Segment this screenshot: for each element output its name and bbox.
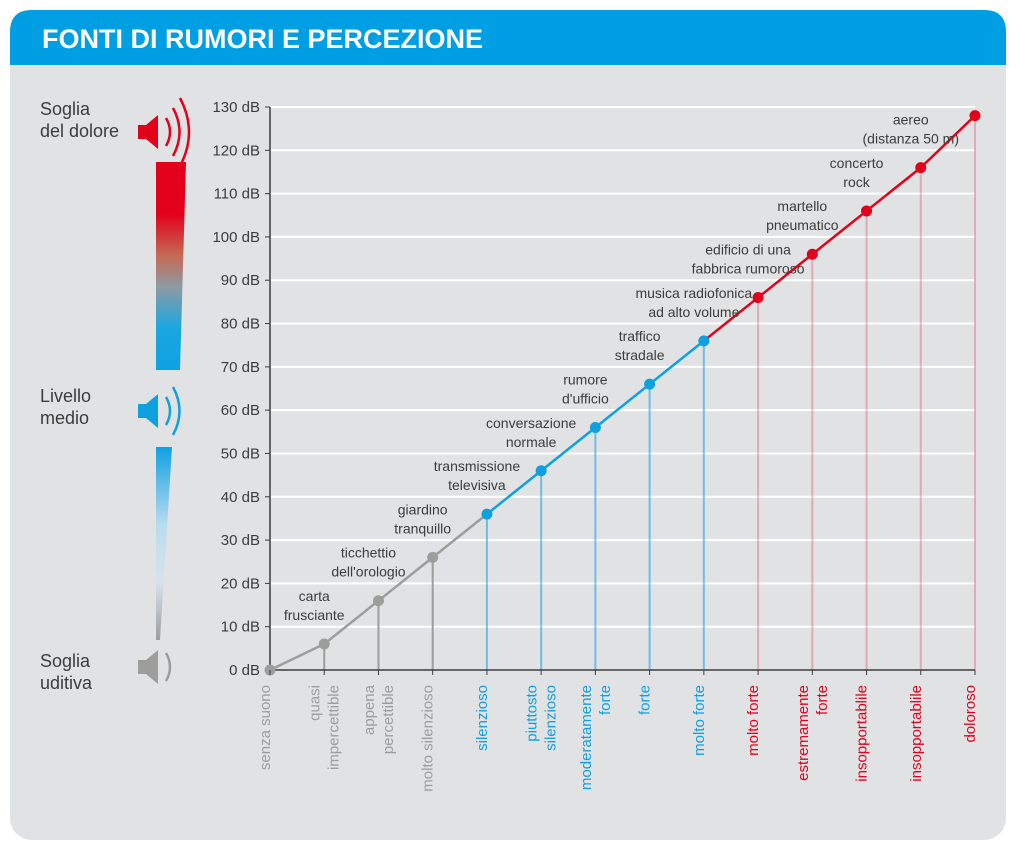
y-tick-label: 40 dB <box>221 489 260 506</box>
line-segment <box>377 556 434 602</box>
y-tick-label: 60 dB <box>221 402 260 419</box>
line-segment <box>269 642 325 672</box>
line-segment <box>594 383 651 429</box>
y-tick-label: 10 dB <box>221 619 260 636</box>
y-tick-label: 50 dB <box>221 445 260 462</box>
x-tick-label: moderatamente forte <box>578 685 614 790</box>
x-tick-label: insopportablile <box>908 685 925 782</box>
annotation: carta frusciante <box>284 588 345 623</box>
line-segment <box>540 426 597 472</box>
annotation: giardino tranquillo <box>394 501 451 536</box>
y-tick-label: 30 dB <box>221 532 260 549</box>
side-label: Soglia del dolore <box>40 99 119 141</box>
annotation: martello pneumatico <box>766 198 839 233</box>
side-label: Livello medio <box>40 386 91 428</box>
x-tick-label: silenzioso <box>474 685 491 751</box>
data-point <box>427 551 439 563</box>
chart-title: FONTI DI RUMORI E PERCEZIONE <box>42 24 483 54</box>
y-tick-label: 20 dB <box>221 575 260 592</box>
annotation: aereo (distanza 50 m) <box>863 112 959 147</box>
header-bar <box>10 10 1006 65</box>
x-tick-label: molto forte <box>691 685 708 756</box>
annotation: conversazione normale <box>486 415 576 450</box>
line-segment <box>648 339 705 386</box>
data-point <box>752 292 764 304</box>
x-tick-label: molto silenzioso <box>420 685 437 792</box>
speaker-icon <box>138 97 191 684</box>
line-segment <box>431 513 488 559</box>
level-bar <box>156 447 172 640</box>
panel <box>10 10 1006 840</box>
level-bar <box>156 162 186 370</box>
y-tick-label: 80 dB <box>221 316 260 333</box>
data-point <box>915 162 927 174</box>
data-point <box>861 205 873 217</box>
data-point <box>806 248 818 260</box>
data-point <box>589 421 601 433</box>
x-tick-label: doloroso <box>962 685 979 743</box>
side-label: Soglia uditiva <box>40 651 93 693</box>
y-tick-label: 0 dB <box>229 662 260 679</box>
annotation: ticchettio dell'orologio <box>331 545 405 580</box>
line-segment <box>865 166 922 212</box>
x-tick-label: appena percettible <box>361 684 397 754</box>
line-segment <box>757 253 814 299</box>
annotation: edificio di una fabbrica rumoroso <box>692 242 805 277</box>
line-segment <box>811 209 868 256</box>
x-tick-label: senza suono <box>257 685 274 770</box>
y-tick-label: 100 dB <box>212 229 260 246</box>
y-tick-label: 110 dB <box>214 186 260 203</box>
data-point <box>535 465 547 477</box>
x-tick-label: quasi impercettible <box>307 685 343 770</box>
x-tick-label: estremamente forte <box>795 685 831 781</box>
y-tick-label: 120 dB <box>212 142 260 159</box>
x-tick-label: molto forte <box>745 685 762 756</box>
line-segment <box>703 296 759 342</box>
x-tick-label: piuttosto silenzioso <box>524 685 560 751</box>
data-point <box>969 110 981 122</box>
x-tick-label: forte <box>637 685 654 715</box>
annotation: traffico stradale <box>615 328 665 363</box>
data-point <box>481 508 493 520</box>
data-point <box>698 335 710 347</box>
line-segment <box>919 114 976 169</box>
data-point <box>372 595 384 607</box>
y-tick-label: 90 dB <box>221 272 260 289</box>
annotation: transmissione televisiva <box>434 458 521 493</box>
y-tick-label: 130 dB <box>212 99 260 116</box>
annotation: musica radiofonica ad alto volume <box>635 285 752 320</box>
line-segment <box>486 469 542 516</box>
data-point <box>644 378 656 390</box>
y-tick-label: 70 dB <box>221 359 260 376</box>
data-point <box>318 638 330 650</box>
line-segment <box>323 599 380 645</box>
annotation: concerto rock <box>830 155 884 190</box>
annotation: rumore d'ufficio <box>562 371 609 406</box>
x-tick-label: insopportablile <box>854 685 871 782</box>
